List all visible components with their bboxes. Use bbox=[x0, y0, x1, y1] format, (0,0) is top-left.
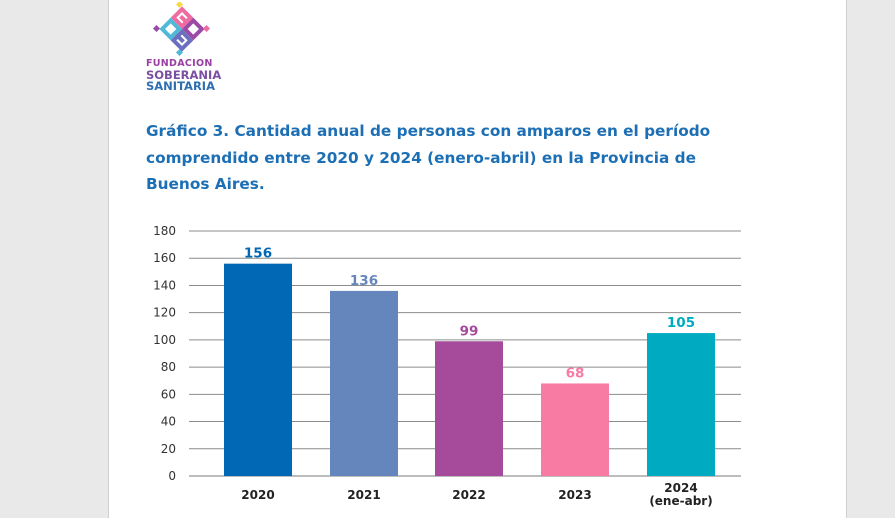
y-tick-label: 100 bbox=[153, 333, 176, 347]
fundacion-logo: FUNDACION SOBERANIA SANITARIA bbox=[146, 0, 226, 98]
y-tick-label: 140 bbox=[153, 278, 176, 292]
chart-title: Gráfico 3. Cantidad anual de personas co… bbox=[146, 122, 711, 193]
y-tick-label: 160 bbox=[153, 251, 176, 265]
bar-0 bbox=[224, 263, 292, 476]
x-tick-label: 2020 bbox=[241, 488, 274, 502]
y-tick-label: 120 bbox=[153, 306, 176, 320]
bar-4 bbox=[647, 333, 715, 476]
y-tick-label: 20 bbox=[161, 442, 176, 456]
bar-1 bbox=[330, 290, 398, 476]
brand-line-1: FUNDACION bbox=[146, 58, 213, 69]
data-label: 105 bbox=[667, 315, 695, 331]
y-tick-label: 60 bbox=[161, 387, 176, 401]
y-tick-label: 40 bbox=[161, 415, 176, 429]
data-label: 68 bbox=[566, 365, 585, 381]
data-label: 99 bbox=[460, 323, 479, 339]
y-tick-label: 80 bbox=[161, 360, 176, 374]
page-edge-right bbox=[846, 0, 847, 518]
x-tick-label: 2022 bbox=[452, 488, 485, 502]
brand-line-3: SANITARIA bbox=[146, 79, 215, 93]
page-edge-left bbox=[108, 0, 109, 518]
y-tick-label: 180 bbox=[153, 224, 176, 238]
y-tick-label: 0 bbox=[168, 469, 176, 483]
bar-2 bbox=[435, 341, 503, 476]
data-label: 156 bbox=[244, 246, 272, 262]
bar-3 bbox=[541, 383, 609, 476]
data-label: 136 bbox=[350, 273, 378, 289]
x-tick-label: 2021 bbox=[347, 488, 380, 502]
logo-mark-icon bbox=[152, 0, 211, 57]
x-tick-label: 2023 bbox=[558, 488, 591, 502]
brand-line-2: SOBERANIA bbox=[146, 67, 222, 82]
x-tick-label: 2024 (ene-abr) bbox=[649, 481, 712, 508]
